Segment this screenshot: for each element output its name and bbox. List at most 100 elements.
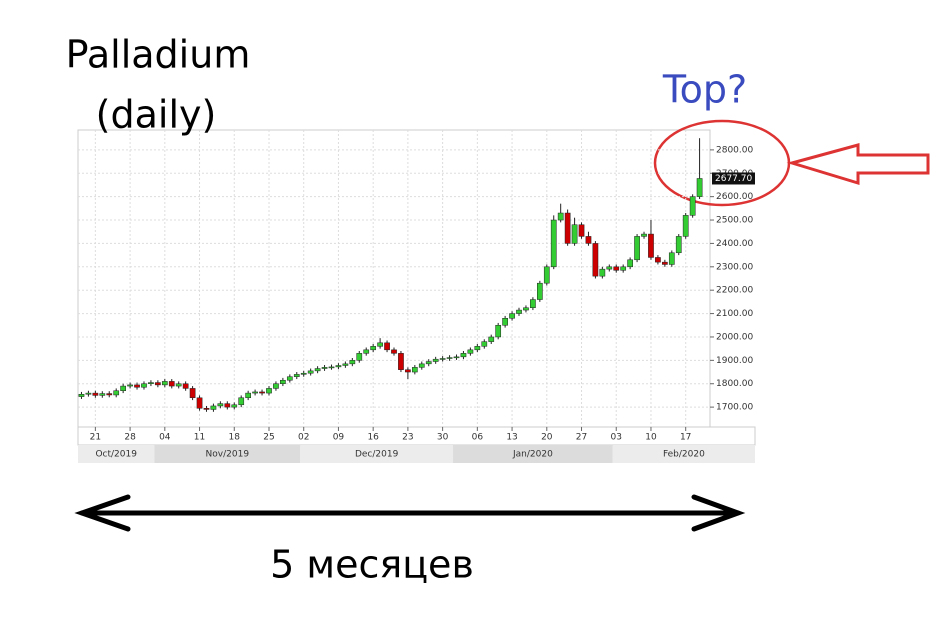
candle-body (99, 393, 106, 396)
candle-body (550, 219, 557, 268)
candle-body (92, 392, 99, 396)
candle-body (127, 384, 133, 387)
candle-body (613, 266, 620, 271)
candle-body (168, 381, 175, 387)
candle-body (648, 233, 654, 258)
x-tick-label: 21 (90, 433, 101, 443)
month-label: Jan/2020 (512, 450, 553, 460)
candle-body (155, 382, 161, 386)
candle-body (85, 392, 92, 395)
month-band (154, 445, 301, 463)
candle-body (641, 233, 647, 237)
candle-body (488, 336, 495, 342)
candle-body (300, 372, 307, 375)
y-tick-label: 1700.00 (716, 403, 753, 413)
candle-body (516, 309, 522, 314)
month-band (612, 445, 755, 463)
candle-body (252, 391, 258, 394)
candle-body (655, 257, 661, 263)
candle-body (481, 341, 488, 347)
y-tick-label: 2300.00 (716, 262, 753, 272)
candle-body (682, 215, 689, 237)
candle-body (592, 243, 599, 277)
x-tick-label: 20 (541, 433, 553, 443)
candle-body (571, 224, 578, 244)
candle-body (557, 212, 564, 221)
y-tick-label: 2200.00 (716, 286, 753, 296)
candle-body (314, 368, 321, 372)
candle-body (78, 394, 85, 397)
month-band (78, 445, 155, 463)
candle-body (391, 349, 397, 354)
candle-body (432, 358, 439, 362)
x-tick-label: 16 (367, 433, 379, 443)
x-tick-label: 17 (680, 433, 691, 443)
x-tick-label: 02 (298, 433, 309, 443)
candle-body (370, 346, 377, 351)
candle-body (377, 342, 383, 347)
candle-body (113, 390, 120, 396)
candle-body (134, 384, 140, 388)
candle-body (266, 388, 272, 394)
candle-body (349, 360, 356, 365)
candle-body (418, 363, 425, 368)
last-price-box (712, 172, 755, 185)
chart-title: Palladium (66, 33, 251, 77)
candle-body (148, 382, 154, 384)
candle-body (398, 353, 404, 370)
candle-body (578, 224, 585, 237)
x-tick-label: 27 (576, 433, 587, 443)
candle-body (141, 383, 147, 388)
candle-body (210, 405, 217, 410)
x-tick-label: 09 (333, 433, 345, 443)
x-tick-label: 18 (229, 433, 241, 443)
y-tick-label: 2000.00 (716, 332, 753, 342)
chart-subtitle: (daily) (96, 93, 217, 137)
candle-body (280, 379, 286, 384)
y-tick-label: 2600.00 (716, 192, 753, 202)
candle-body (286, 376, 293, 381)
annotation: Top? (662, 68, 747, 112)
y-tick-label: 2800.00 (716, 145, 753, 155)
candle-body (530, 299, 536, 308)
candle-body (460, 353, 467, 358)
pointer-arrow (786, 143, 930, 186)
candle-body (453, 356, 460, 359)
candle-body (585, 236, 592, 244)
candle-body (668, 252, 675, 265)
span-arrow (74, 494, 746, 532)
candle-body (217, 403, 224, 407)
month-label: Nov/2019 (206, 450, 250, 460)
candle-body (696, 178, 703, 197)
candle-body (182, 383, 189, 389)
candle-body (425, 361, 432, 365)
candle-body (328, 366, 335, 369)
x-tick-label: 10 (645, 433, 657, 443)
candle-body (238, 397, 245, 406)
candle-body (196, 397, 203, 409)
candle-body (502, 318, 508, 326)
candle-body (335, 365, 342, 368)
x-tick-label: 03 (611, 433, 622, 443)
x-tick-label: 30 (437, 433, 449, 443)
candle-body (543, 266, 550, 284)
candle-body (224, 403, 231, 408)
candle-body (675, 236, 682, 254)
candle-body (446, 357, 453, 359)
candle-body (467, 349, 474, 354)
candle-body (662, 261, 668, 265)
x-tick-label: 25 (263, 433, 274, 443)
candle-body (293, 374, 300, 377)
x-tick-label: 06 (472, 433, 484, 443)
x-tick-label: 04 (159, 433, 171, 443)
candle-body (411, 367, 418, 373)
y-tick-label: 1900.00 (716, 356, 753, 366)
candle-body (689, 196, 696, 216)
last-price-label: 2677.70 (715, 174, 752, 184)
candle-body (259, 391, 265, 394)
candle-body (307, 370, 314, 374)
month-label: Dec/2019 (355, 450, 399, 460)
x-tick-label: 23 (402, 433, 413, 443)
candle-body (405, 369, 411, 373)
candle-body (175, 383, 182, 387)
